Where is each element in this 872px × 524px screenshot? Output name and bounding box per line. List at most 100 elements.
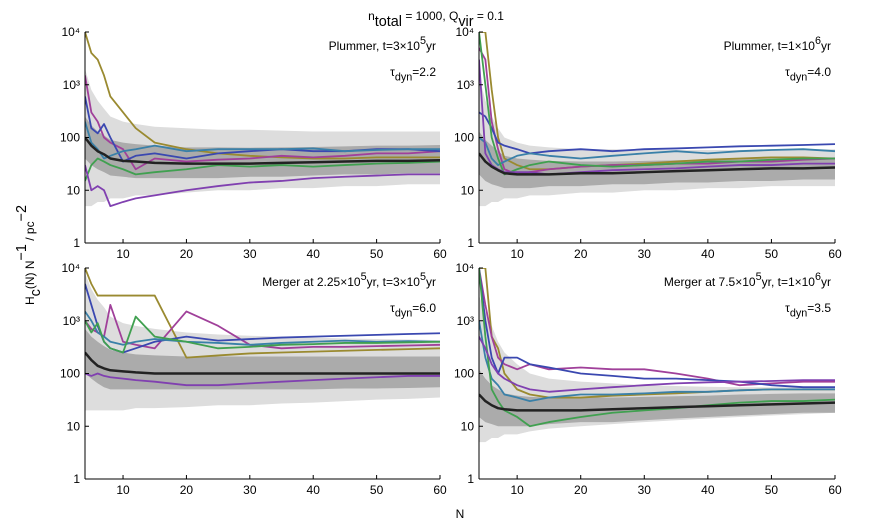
text-part: 6: [815, 35, 821, 47]
text-part: 5: [420, 35, 426, 47]
y-tick-label: 1: [73, 472, 80, 486]
x-tick-label: 50: [765, 247, 779, 261]
text-part: −1: [14, 244, 30, 260]
text-part: Merger at 2.25×10: [262, 275, 361, 289]
band: [85, 68, 440, 207]
line: [85, 372, 440, 387]
text-part: τ: [785, 65, 790, 79]
text-part: Plummer, t=1×10: [724, 39, 816, 53]
line: [85, 268, 440, 359]
x-tick-label: 10: [116, 247, 130, 261]
line: [479, 268, 835, 428]
text-part: total: [375, 14, 402, 30]
panel-title: Plummer, t=1×106yr: [724, 35, 831, 53]
x-tick-label: 30: [638, 483, 652, 497]
y-tick-label: 1: [467, 472, 474, 486]
y-tick-label: 10⁴: [61, 25, 80, 39]
y-tick-label: 100: [454, 131, 474, 145]
panel-annotation: τdyn=2.2: [390, 65, 436, 84]
x-tick-label: 60: [828, 483, 842, 497]
y-tick-label: 100: [60, 367, 80, 381]
text-part: yr, t=3×10: [367, 275, 421, 289]
line: [85, 164, 440, 208]
text-part: = 1000, Q: [402, 9, 458, 23]
panel: [85, 268, 440, 411]
line: [85, 315, 440, 354]
x-axis-label: N: [456, 507, 465, 521]
x-tick-label: 20: [574, 247, 588, 261]
line: [85, 75, 440, 171]
line: [479, 393, 835, 412]
y-tick-label: 10³: [457, 314, 474, 328]
text-part: yr: [821, 275, 831, 289]
y-axis-label: Hc(N) N−1 / pc−2: [14, 205, 44, 305]
panel: [479, 32, 835, 207]
band: [479, 369, 835, 427]
panel-title: Merger at 7.5×105yr, t=1×106yr: [664, 271, 831, 289]
text-part: τ: [390, 301, 395, 315]
text-part: 5: [420, 271, 426, 283]
y-tick-label: 10: [67, 419, 81, 433]
x-tick-label: 40: [307, 483, 321, 497]
text-part: =6.0: [412, 301, 436, 315]
figure-title: ntotal = 1000, Qvir = 0.1: [368, 9, 504, 30]
line: [479, 336, 835, 393]
y-tick-label: 100: [60, 131, 80, 145]
x-tick-label: 60: [433, 247, 447, 261]
y-tick-label: 10: [461, 183, 475, 197]
text-part: vir: [458, 14, 473, 30]
text-part: =4.0: [807, 65, 831, 79]
x-tick-label: 40: [307, 247, 321, 261]
text-part: dyn: [395, 308, 412, 320]
panel-annotation: τdyn=4.0: [785, 65, 831, 84]
text-part: τ: [390, 65, 395, 79]
x-tick-label: 50: [765, 483, 779, 497]
text-part: 5: [756, 271, 762, 283]
y-tick-label: 1: [467, 236, 474, 250]
x-tick-label: 30: [243, 247, 257, 261]
text-part: = 0.1: [474, 9, 505, 23]
line: [85, 351, 440, 375]
line: [479, 268, 835, 387]
y-tick-label: 10³: [63, 314, 80, 328]
text-part: c: [28, 289, 44, 296]
y-tick-label: 10: [67, 183, 81, 197]
x-tick-label: 10: [116, 483, 130, 497]
text-part: yr: [426, 39, 436, 53]
x-tick-label: 50: [370, 483, 384, 497]
x-tick-label: 40: [701, 483, 715, 497]
panel: [85, 32, 440, 208]
line: [85, 136, 440, 165]
x-tick-label: 40: [701, 247, 715, 261]
text-part: (N) N: [23, 260, 37, 289]
x-tick-label: 30: [243, 483, 257, 497]
text-part: dyn: [790, 308, 807, 320]
line: [85, 32, 440, 160]
line: [479, 136, 835, 166]
x-tick-label: 30: [638, 247, 652, 261]
line: [479, 320, 835, 402]
line: [479, 152, 835, 176]
y-tick-label: 10⁴: [61, 261, 80, 275]
x-tick-label: 20: [180, 247, 194, 261]
x-tick-label: 50: [370, 247, 384, 261]
y-tick-label: 1: [73, 236, 80, 250]
x-tick-label: 20: [574, 483, 588, 497]
y-tick-label: 10: [461, 419, 475, 433]
text-part: Plummer, t=3×10: [329, 39, 421, 53]
panel-title: Merger at 2.25×105yr, t=3×105yr: [262, 271, 436, 289]
x-tick-label: 60: [828, 247, 842, 261]
x-tick-label: 20: [180, 483, 194, 497]
x-tick-label: 10: [510, 247, 524, 261]
text-part: 5: [361, 271, 367, 283]
text-part: yr, t=1×10: [762, 275, 816, 289]
panel-annotation: τdyn=6.0: [390, 301, 436, 320]
text-part: dyn: [395, 72, 412, 84]
line: [85, 157, 440, 182]
text-part: yr: [426, 275, 436, 289]
text-part: 6: [815, 271, 821, 283]
text-part: Merger at 7.5×10: [664, 275, 756, 289]
text-part: H: [23, 296, 37, 305]
text-part: n: [368, 9, 375, 23]
